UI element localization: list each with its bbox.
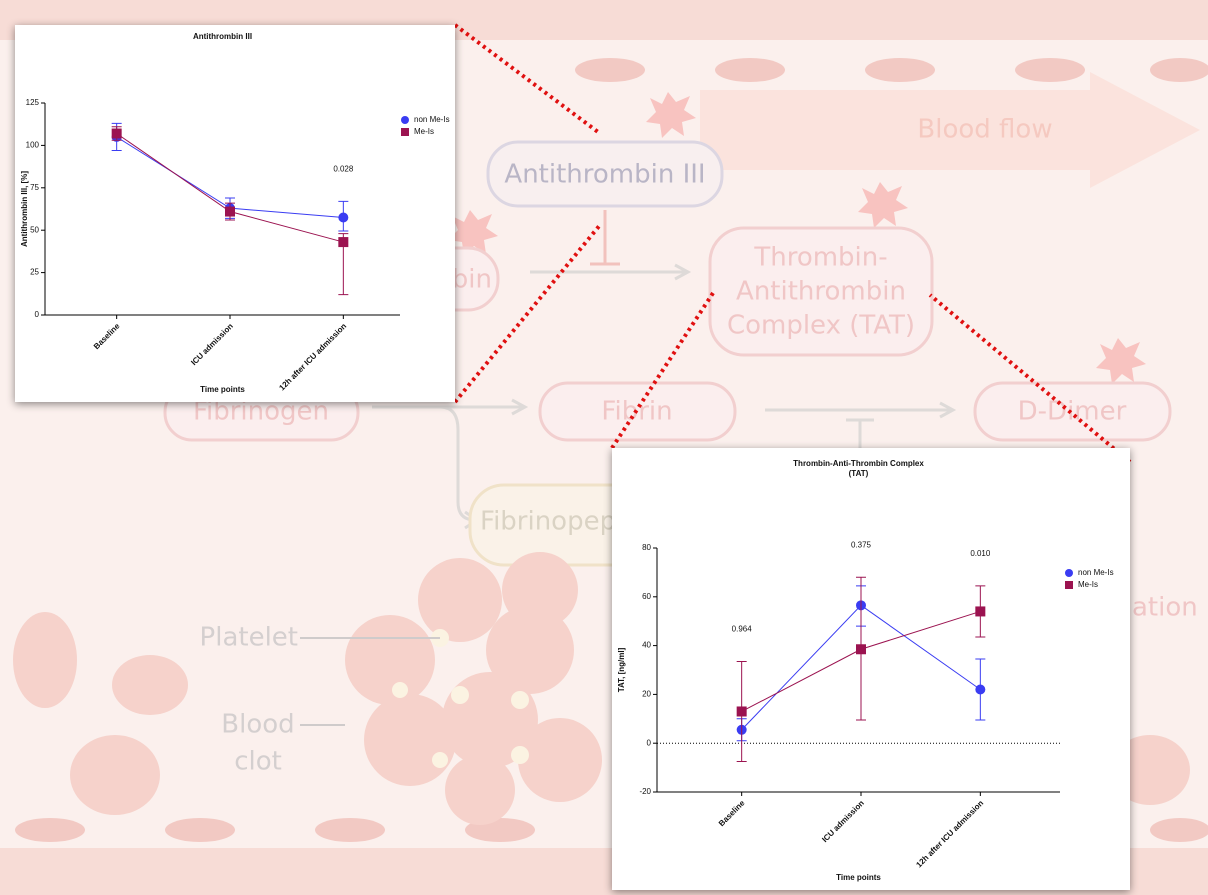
- annotation: 0.964: [732, 625, 753, 634]
- y-tick-label: 125: [26, 98, 40, 107]
- annotation: 0.010: [970, 549, 991, 558]
- x-tick-label: 12h after ICU admission: [914, 798, 985, 869]
- annotation: 0.375: [851, 540, 872, 549]
- y-tick-label: 0: [647, 738, 652, 747]
- marker: [975, 685, 985, 695]
- label-blood-flow: Blood flow: [917, 115, 1052, 145]
- y-tick-label: 100: [26, 141, 40, 150]
- series-line: [117, 134, 344, 243]
- legend-marker: [1065, 581, 1073, 589]
- y-tick-label: 40: [642, 641, 651, 650]
- label-d-dimer: D-Dimer: [1018, 397, 1127, 427]
- inhibit: [590, 210, 620, 264]
- x-axis-label: Time points: [200, 385, 245, 394]
- marker: [338, 212, 348, 222]
- label-blood-clot: Blood: [221, 710, 294, 740]
- chart-title: (TAT): [849, 469, 869, 478]
- marker: [856, 644, 866, 654]
- y-axis-label: TAT, [ng/ml]: [617, 647, 626, 692]
- label-antithrombin: Antithrombin III: [504, 160, 705, 190]
- x-tick-label: Baseline: [717, 798, 747, 828]
- marker: [112, 129, 122, 139]
- legend-label: Me-Is: [1078, 580, 1098, 589]
- y-tick-label: -20: [639, 787, 651, 796]
- marker: [338, 237, 348, 247]
- y-tick-label: 80: [642, 543, 651, 552]
- label-fragment: ation: [1132, 593, 1198, 623]
- y-tick-label: 50: [30, 225, 39, 234]
- y-tick-label: 60: [642, 592, 651, 601]
- label-tat: Complex (TAT): [727, 311, 915, 341]
- y-tick-label: 0: [35, 310, 40, 319]
- y-axis-label: Antithrombin III, [%]: [20, 171, 29, 247]
- chart-tat: Thrombin-Anti-Thrombin Complex(TAT) -20 0 2…: [612, 448, 1130, 890]
- legend-marker: [401, 128, 409, 136]
- label-tat: Antithrombin: [736, 277, 906, 307]
- y-tick-label: 20: [642, 690, 651, 699]
- y-tick-label: 75: [30, 183, 39, 192]
- x-axis-label: Time points: [836, 873, 881, 882]
- arrow: [765, 403, 953, 450]
- chart-antithrombin: Antithrombin III 0 25 50 75 100 125 Baseline ICU…: [15, 25, 455, 402]
- x-tick-label: Baseline: [92, 321, 122, 351]
- marker: [225, 207, 235, 217]
- legend-marker: [1065, 569, 1073, 577]
- legend-marker: [401, 116, 409, 124]
- x-tick-label: ICU admission: [820, 798, 866, 844]
- arrow: [530, 265, 688, 279]
- label-blood-clot: clot: [234, 747, 282, 777]
- x-tick-label: ICU admission: [189, 321, 235, 367]
- marker: [737, 706, 747, 716]
- label-tat: Thrombin-: [753, 243, 887, 273]
- y-tick-label: 25: [30, 268, 39, 277]
- annotation: 0.028: [333, 164, 354, 173]
- legend-label: non Me-Is: [414, 115, 450, 124]
- marker: [975, 606, 985, 616]
- label-platelet: Platelet: [200, 623, 298, 653]
- legend-label: non Me-Is: [1078, 568, 1114, 577]
- chart-title: Antithrombin III: [193, 32, 252, 41]
- chart-title: Thrombin-Anti-Thrombin Complex: [793, 459, 924, 468]
- page: Blood flow Antithrombin III Thrombin Thr…: [0, 0, 1208, 895]
- x-tick-label: 12h after ICU admission: [277, 321, 348, 392]
- legend-label: Me-Is: [414, 127, 434, 136]
